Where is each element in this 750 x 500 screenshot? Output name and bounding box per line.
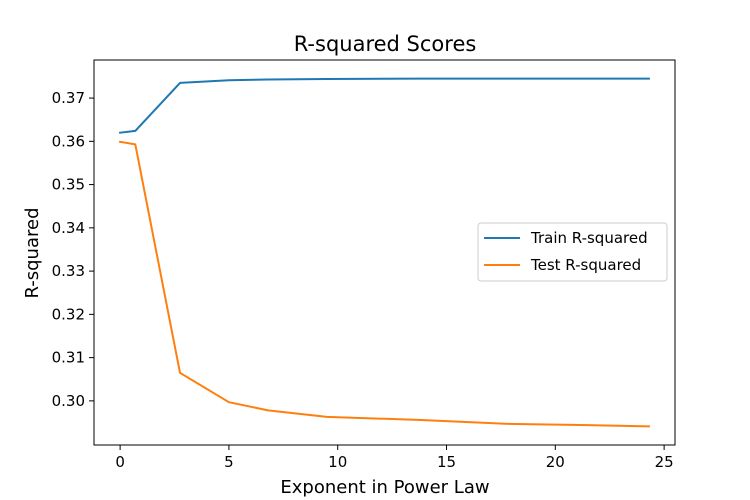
x-tick-label: 25 bbox=[655, 453, 674, 471]
x-axis-label: Exponent in Power Law bbox=[280, 477, 489, 498]
x-tick-label: 0 bbox=[115, 453, 125, 471]
legend-label-test: Test R-squared bbox=[530, 256, 641, 274]
y-tick-label: 0.36 bbox=[52, 132, 85, 150]
x-tick-label: 10 bbox=[328, 453, 347, 471]
x-axis: 0 5 10 15 20 25 bbox=[115, 445, 674, 471]
x-tick-label: 20 bbox=[546, 453, 565, 471]
y-tick-label: 0.32 bbox=[52, 305, 85, 323]
y-axis-label: R-squared bbox=[22, 207, 43, 298]
y-tick-label: 0.37 bbox=[52, 89, 85, 107]
series-line-train bbox=[118, 77, 650, 134]
series-line-test bbox=[118, 140, 650, 428]
y-axis: 0.30 0.31 0.32 0.33 0.34 0.35 0.36 0.37 bbox=[52, 89, 94, 410]
legend: Train R-squared Test R-squared bbox=[477, 222, 668, 282]
series-layer bbox=[118, 77, 650, 428]
x-tick-label: 5 bbox=[224, 453, 234, 471]
legend-box bbox=[477, 222, 668, 282]
chart-title: R-squared Scores bbox=[294, 32, 477, 56]
y-tick-label: 0.34 bbox=[52, 219, 85, 237]
y-tick-label: 0.30 bbox=[52, 392, 85, 410]
x-tick-label: 15 bbox=[437, 453, 456, 471]
legend-label-train: Train R-squared bbox=[530, 229, 648, 247]
y-tick-label: 0.33 bbox=[52, 262, 85, 280]
y-tick-label: 0.31 bbox=[52, 349, 85, 367]
plot-area bbox=[93, 59, 676, 446]
y-tick-label: 0.35 bbox=[52, 176, 85, 194]
